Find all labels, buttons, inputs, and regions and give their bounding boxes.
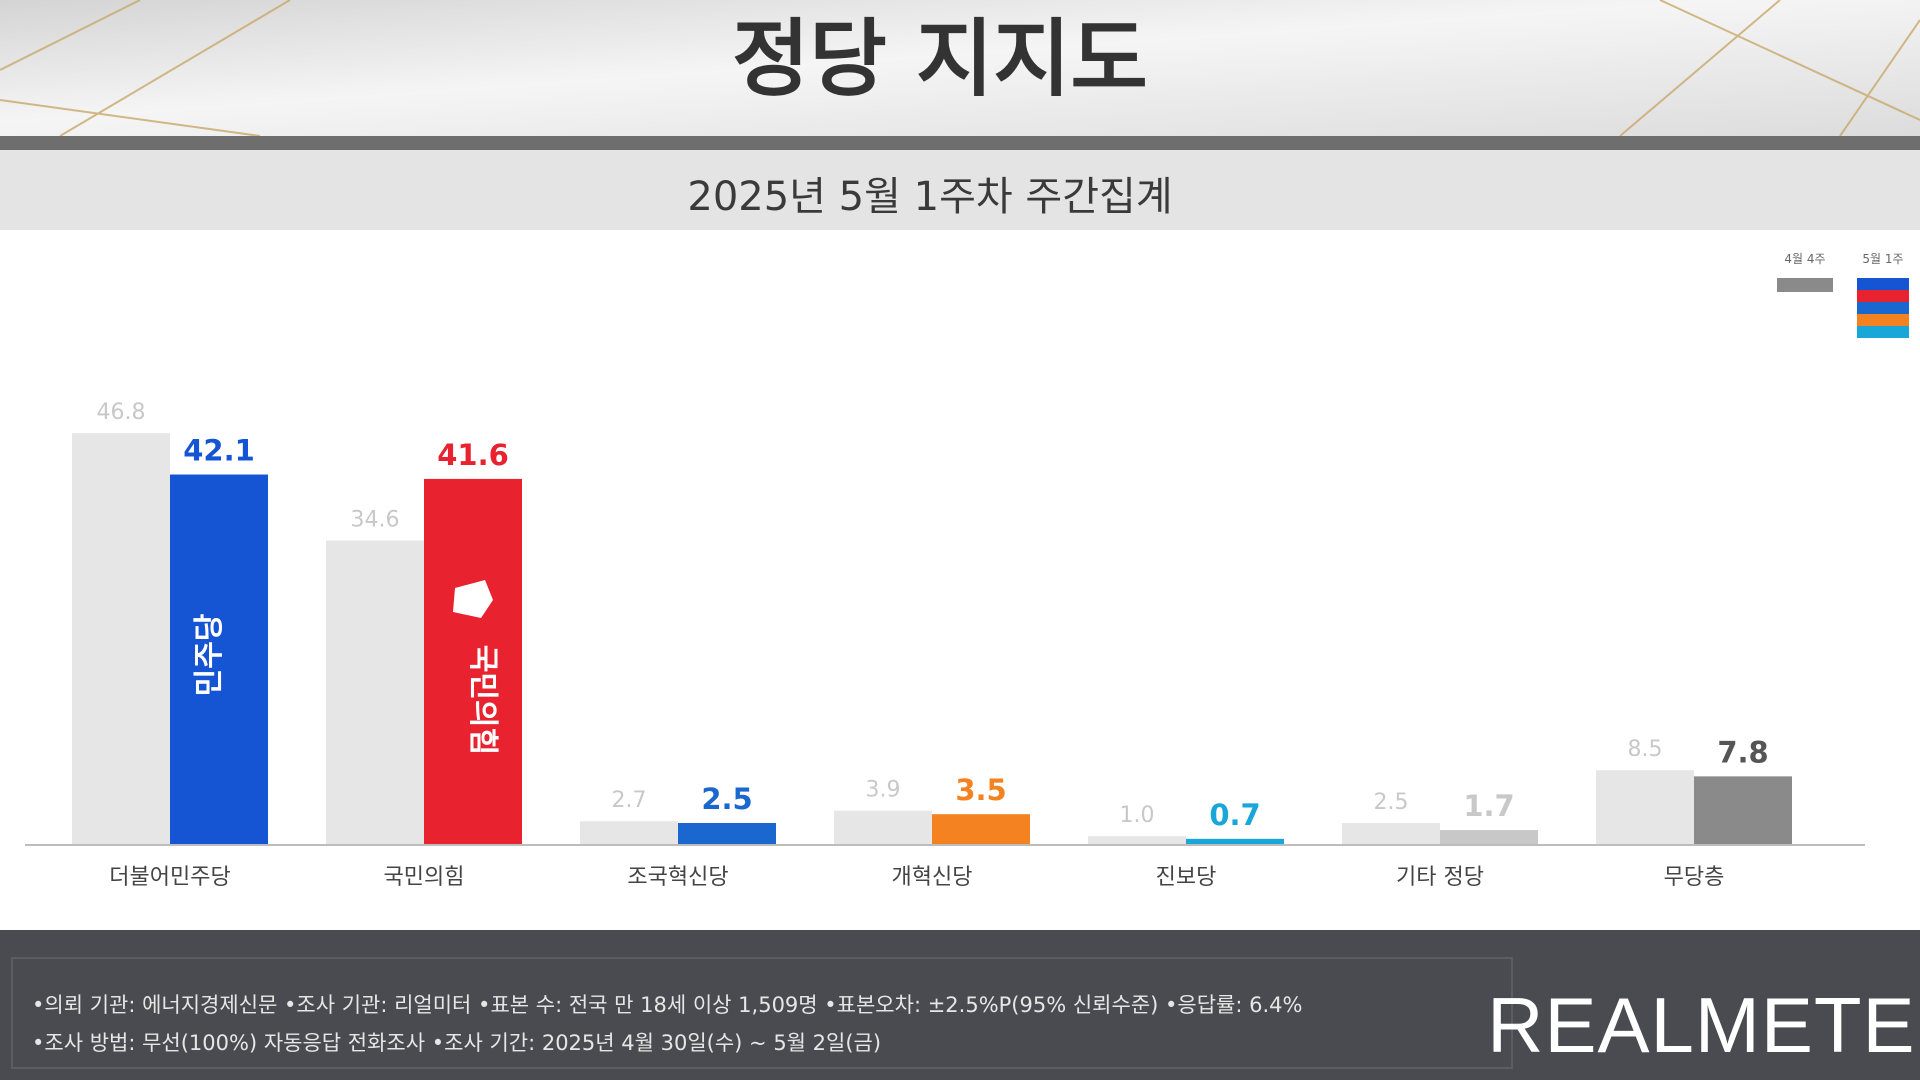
brand-logo: REALMETER [1487, 981, 1920, 1069]
bar-previous-2 [580, 821, 678, 845]
value-label-previous-6: 8.5 [1628, 737, 1663, 762]
chart-title: 정당 지지도 [732, 10, 1148, 108]
legend-swatch-current [1857, 278, 1909, 338]
legend-label-previous: 4월 4주 [1784, 252, 1825, 266]
bar-current-6 [1694, 776, 1792, 845]
category-label-1: 국민의힘 [384, 865, 465, 890]
header-decoration [0, 0, 1920, 137]
bar-previous-0 [72, 433, 170, 845]
value-label-current-0: 42.1 [183, 434, 255, 468]
chart-subtitle: 2025년 5월 1주차 주간집계 [687, 174, 1172, 220]
legend-swatch-previous [1777, 278, 1833, 292]
bar-current-0 [170, 474, 268, 845]
value-label-previous-2: 2.7 [612, 788, 647, 813]
legend: 4월 4주 5월 1주 [1777, 252, 1909, 338]
value-label-current-5: 1.7 [1463, 789, 1514, 823]
bar-current-1 [424, 478, 522, 845]
category-label-5: 기타 정당 [1396, 865, 1484, 890]
value-label-current-2: 2.5 [701, 782, 752, 816]
bar-current-2 [678, 823, 776, 845]
party-logos: 민주당 국민의힘 [192, 580, 500, 755]
footer-info-box [11, 957, 1513, 1069]
value-label-current-3: 3.5 [955, 773, 1006, 807]
value-label-current-6: 7.8 [1717, 735, 1768, 769]
value-label-previous-1: 34.6 [351, 508, 400, 533]
value-label-previous-4: 1.0 [1120, 803, 1155, 828]
footer-background [0, 930, 1920, 1080]
bar-current-3 [932, 814, 1030, 845]
footer-line-2: •조사 방법: 무선(100%) 자동응답 전화조사 •조사 기간: 2025년… [32, 1031, 881, 1055]
ppp-party-logo: 국민의힘 [465, 645, 500, 755]
category-label-6: 무당층 [1664, 865, 1725, 890]
value-label-previous-3: 3.9 [866, 778, 901, 803]
header-separator [0, 136, 1920, 150]
category-label-3: 개혁신당 [892, 865, 973, 890]
bar-previous-1 [326, 540, 424, 845]
value-label-current-1: 41.6 [437, 438, 509, 472]
category-label-4: 진보당 [1156, 865, 1217, 890]
legend-label-current: 5월 1주 [1862, 252, 1903, 266]
bar-current-5 [1440, 830, 1538, 845]
subtitle-band [0, 150, 1920, 230]
democratic-party-logo: 민주당 [192, 613, 227, 696]
value-label-previous-5: 2.5 [1374, 790, 1409, 815]
category-label-2: 조국혁신당 [627, 865, 728, 890]
header-background [0, 0, 1920, 136]
bar-previous-5 [1342, 823, 1440, 845]
bar-previous-3 [834, 810, 932, 845]
bar-current-4 [1186, 838, 1284, 845]
footer-line-1: •의뢰 기관: 에너지경제신문 •조사 기관: 리얼미터 •표본 수: 전국 만… [32, 993, 1302, 1017]
value-label-previous-0: 46.8 [97, 400, 146, 425]
ppp-party-symbol-icon [453, 580, 493, 618]
bar-previous-4 [1088, 836, 1186, 845]
bars-layer: 46.8 42.1 더불어민주당 34.6 41.6 국민의힘 2.7 2.5 조국혁신당 3.9… [72, 400, 1792, 890]
category-label-0: 더불어민주당 [109, 865, 230, 890]
bar-previous-6 [1596, 770, 1694, 845]
value-label-current-4: 0.7 [1209, 798, 1260, 832]
